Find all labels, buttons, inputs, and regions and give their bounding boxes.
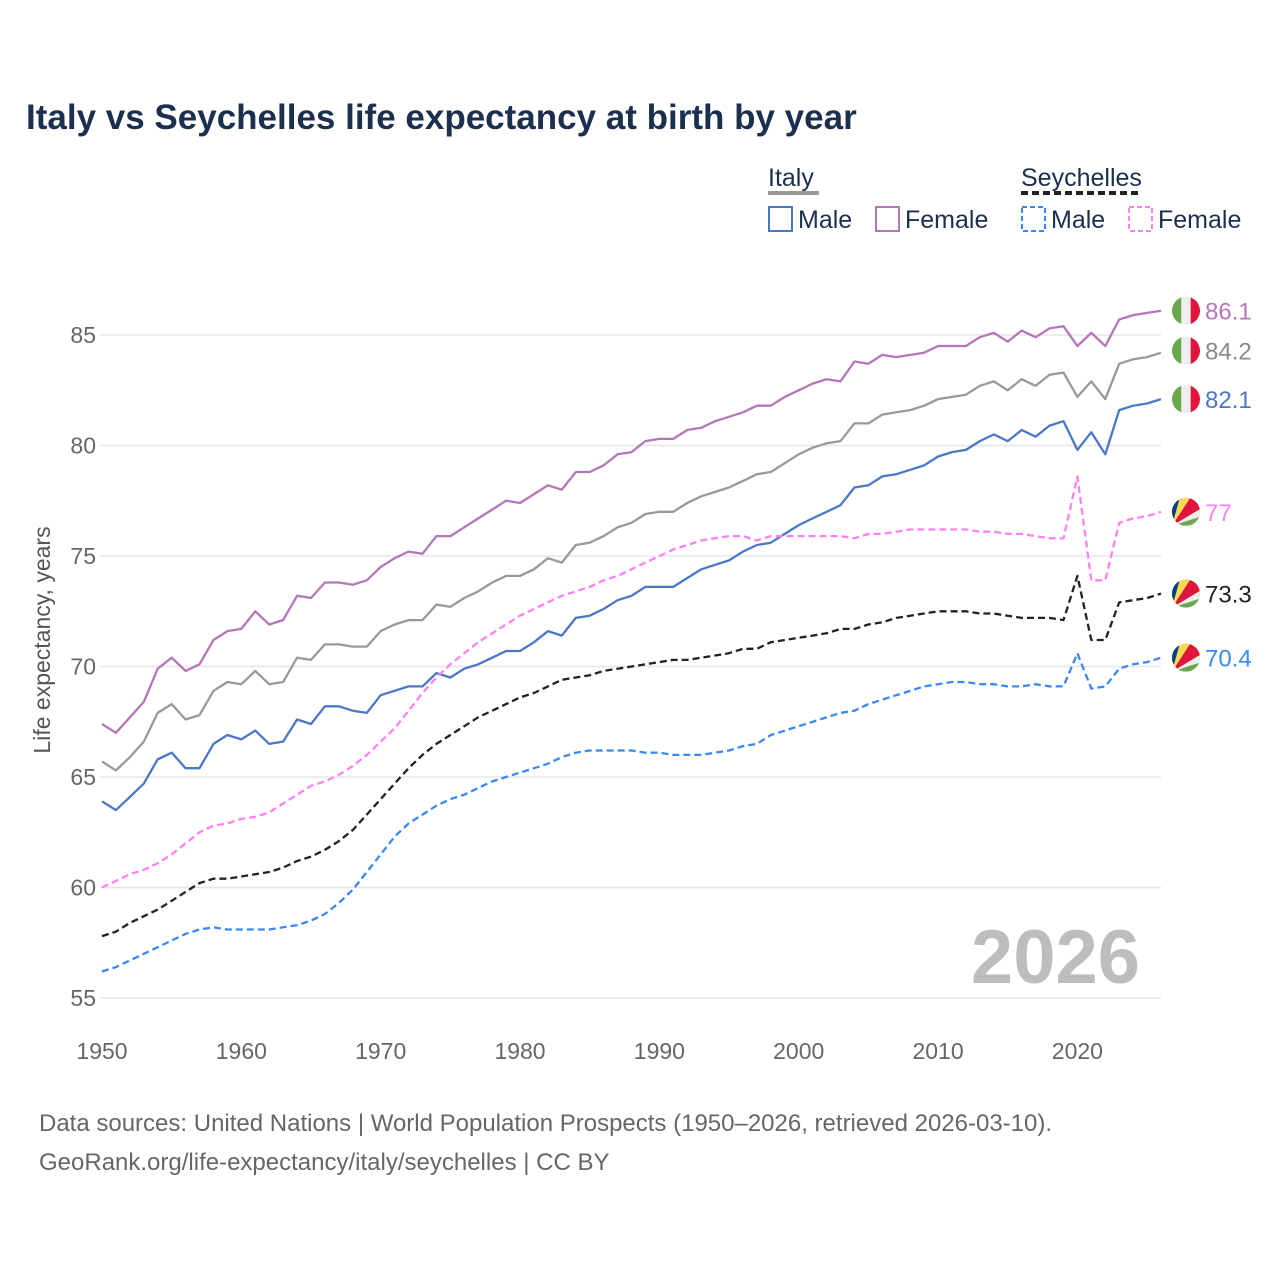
x-tick-label: 1950 — [76, 1038, 127, 1064]
series-line-seychelles-male — [101, 652, 1162, 973]
end-value-label: 70.4 — [1205, 646, 1252, 673]
legend-swatch — [768, 206, 793, 232]
x-tick-label: 2020 — [1052, 1038, 1103, 1064]
x-tick-label: 1980 — [494, 1038, 545, 1064]
y-tick-label: 55 — [70, 985, 96, 1011]
y-tick-label: 60 — [70, 875, 96, 901]
legend-swatch — [1021, 206, 1046, 232]
x-tick-label: 2010 — [912, 1038, 963, 1064]
y-tick-label: 65 — [70, 764, 96, 790]
end-value-label: 86.1 — [1205, 299, 1252, 326]
y-tick-label: 70 — [70, 654, 96, 680]
legend-group-italy: Italy — [768, 164, 814, 192]
legend-group-seychelles: Seychelles — [1021, 164, 1142, 192]
legend-swatch — [875, 206, 900, 232]
x-tick-label: 1970 — [355, 1038, 406, 1064]
legend-item-female: Female — [1158, 206, 1241, 234]
italy-flag-icon — [1172, 296, 1200, 325]
y-axis-label: Life expectancy, years — [29, 526, 55, 753]
series-line-italy-male — [101, 398, 1162, 812]
y-tick-label: 80 — [70, 433, 96, 459]
legend-swatch — [1128, 206, 1153, 232]
series-lines — [101, 309, 1162, 973]
end-value-label: 73.3 — [1205, 582, 1252, 609]
x-tick-label: 1990 — [634, 1038, 685, 1064]
italy-flag-icon — [1172, 336, 1200, 365]
chart-title: Italy vs Seychelles life expectancy at b… — [26, 98, 857, 137]
footer-sources: Data sources: United Nations | World Pop… — [39, 1110, 1052, 1137]
x-tick-label: 1960 — [216, 1038, 267, 1064]
x-tick-label: 2000 — [773, 1038, 824, 1064]
end-labels: 86.1 84.2 82.1 77 73.3 70.4 — [1172, 296, 1252, 673]
seychelles-flag-icon — [1172, 643, 1200, 672]
legend: Italy Male Female Seychelles Male Female — [768, 164, 1241, 234]
y-tick-label: 75 — [70, 543, 96, 569]
end-value-label: 82.1 — [1205, 387, 1252, 414]
series-line-italy-total — [101, 351, 1162, 772]
y-axis-ticks: 55 60 65 70 75 80 85 — [70, 322, 96, 1011]
end-value-label: 84.2 — [1205, 339, 1252, 366]
italy-flag-icon — [1172, 385, 1200, 414]
end-value-label: 77 — [1205, 500, 1232, 527]
y-tick-label: 85 — [70, 322, 96, 348]
legend-item-male: Male — [798, 206, 852, 234]
series-line-seychelles-female — [101, 475, 1162, 889]
footer-attribution: GeoRank.org/life-expectancy/italy/seyche… — [39, 1149, 609, 1176]
legend-item-female: Female — [905, 206, 988, 234]
seychelles-flag-icon — [1172, 579, 1200, 608]
series-line-seychelles-total — [101, 574, 1162, 938]
legend-item-male: Male — [1051, 206, 1105, 234]
seychelles-flag-icon — [1172, 497, 1200, 526]
x-axis-ticks: 1950 1960 1970 1980 1990 2000 2010 2020 — [76, 1038, 1103, 1064]
series-line-italy-female — [101, 309, 1162, 734]
current-year-watermark: 2026 — [971, 915, 1140, 1000]
